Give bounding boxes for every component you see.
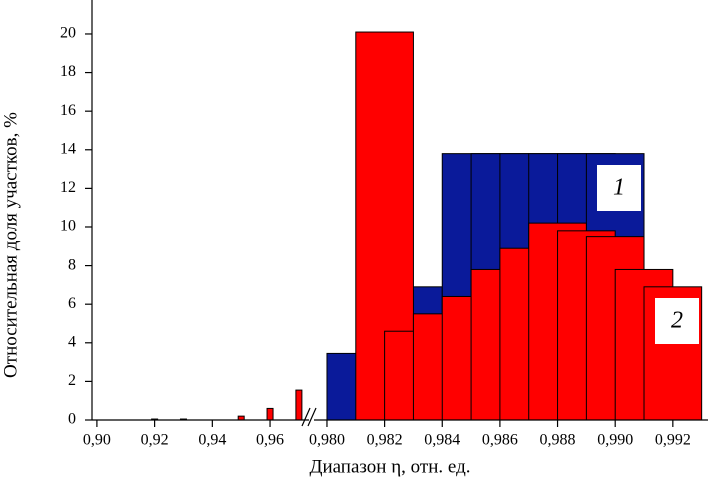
series-label: 2 xyxy=(671,308,683,334)
series-label: 1 xyxy=(613,175,625,201)
bar xyxy=(295,389,303,421)
y-tick-label: 14 xyxy=(60,140,76,157)
y-tick-label: 20 xyxy=(60,25,76,42)
y-tick-label: 8 xyxy=(68,256,76,273)
y-tick-label: 16 xyxy=(60,102,76,119)
series-label-box xyxy=(655,298,699,344)
x-tick-label: 0,986 xyxy=(482,432,518,449)
y-tick-label: 0 xyxy=(68,411,76,428)
x-tick-label: 0,96 xyxy=(256,432,284,449)
x-tick-label: 0,982 xyxy=(367,432,403,449)
x-tick-label: 0,988 xyxy=(540,432,576,449)
axis-break xyxy=(301,407,311,427)
y-tick-label: 4 xyxy=(68,333,76,350)
x-tick-label: 0,980 xyxy=(309,432,345,449)
x-tick-label: 0,990 xyxy=(597,432,633,449)
y-axis-label: Относительная доля участков, % xyxy=(0,112,21,378)
bar xyxy=(266,407,274,421)
y-tick-label: 12 xyxy=(60,179,76,196)
y-tick-label: 6 xyxy=(68,295,76,312)
y-tick-label: 18 xyxy=(60,63,76,80)
x-tick-label: 0,992 xyxy=(655,432,691,449)
x-tick-label: 0,94 xyxy=(198,432,226,449)
series-label-box xyxy=(597,165,641,211)
x-axis-label: Диапазон η, отн. ед. xyxy=(310,456,471,477)
x-tick-label: 0,984 xyxy=(424,432,460,449)
y-tick-label: 10 xyxy=(60,218,76,235)
x-tick-label: 0,90 xyxy=(83,432,111,449)
x-tick-label: 0,92 xyxy=(141,432,169,449)
y-tick-label: 2 xyxy=(68,372,76,389)
axis-break xyxy=(307,407,317,427)
